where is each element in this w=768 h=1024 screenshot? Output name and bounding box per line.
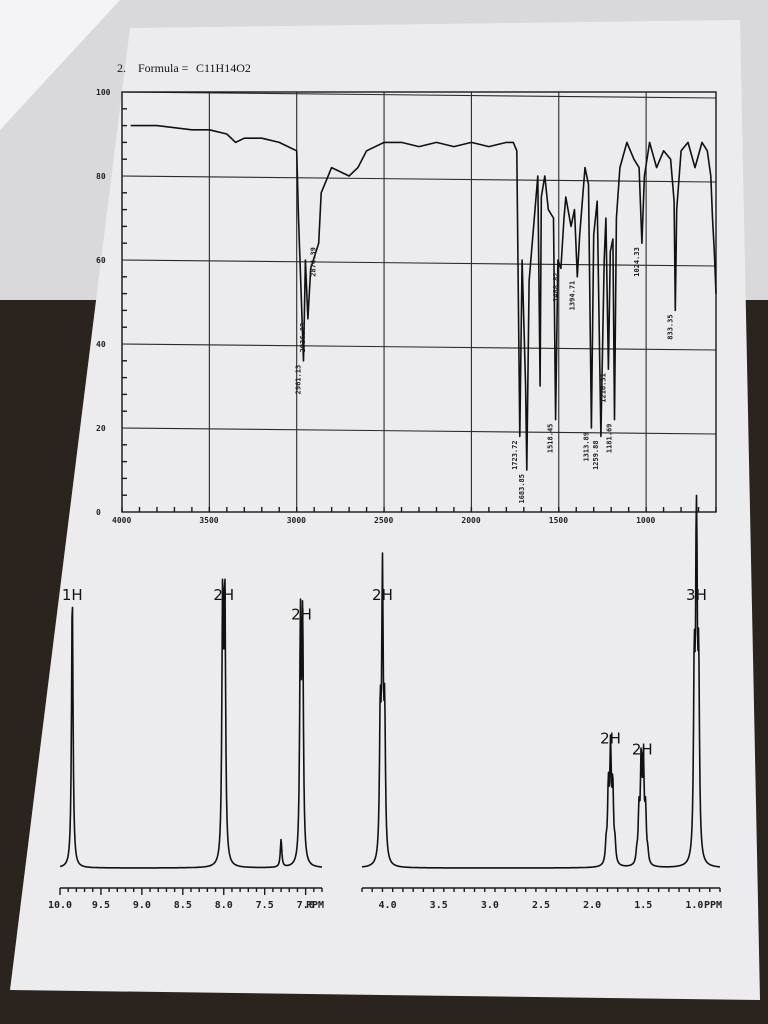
ir-peak-label: 1683.85 <box>518 474 526 504</box>
nmr-integration-labels: 1H 2H 2H 2H 2H 2H 3H <box>62 586 707 759</box>
ir-x-tick-label: 4000 <box>112 516 131 525</box>
nmr-integration-label: 2H <box>213 586 234 604</box>
nmr-tick-label: 10.0 <box>48 900 72 911</box>
ir-peak-label: 1518.45 <box>547 424 555 454</box>
ir-peak-label: 1259.88 <box>592 440 600 470</box>
corner-sheet <box>0 0 120 130</box>
ir-grid-line-h <box>121 259 717 267</box>
ir-peak-labels: 2961.13 2936.03 2874.39 1723.72 1683.85 1518.… <box>295 247 675 503</box>
ir-peak-label: 1394.71 <box>568 281 576 311</box>
ir-series-line <box>130 124 717 471</box>
ir-x-tick-label: 1500 <box>549 516 568 525</box>
nmr-tick-label: 7.5 <box>256 900 274 911</box>
nmr-series-line-right <box>361 494 721 869</box>
ir-y-tick-label: 0 <box>96 508 101 517</box>
nmr-tick-label: 1.5 <box>634 900 652 911</box>
nmr-integration-label: 1H <box>62 586 83 604</box>
ir-peak-label: 1723.72 <box>511 440 519 470</box>
ir-peak-label: 2874.39 <box>310 247 318 277</box>
ir-peak-label: 1313.89 <box>582 432 590 462</box>
formula-value: C11H14O2 <box>196 61 251 75</box>
ir-x-tick-label: 2000 <box>461 516 480 525</box>
nmr-series-line-left <box>59 578 323 869</box>
nmr-unit-label: PPM <box>306 900 324 911</box>
nmr-tick-label: 3.0 <box>481 900 499 911</box>
nmr-tick-label: 7.0 <box>297 900 315 911</box>
ir-peak-label: 2936.03 <box>299 323 307 353</box>
ir-x-tick-labels: 4000 3500 3000 2500 2000 1500 1000 <box>112 516 656 525</box>
ir-y-tick-label: 60 <box>96 256 106 265</box>
ir-plot-frame <box>121 91 717 513</box>
ir-axes <box>121 91 717 513</box>
nmr-tick-label: 1.0 <box>685 900 703 911</box>
nmr-unit-label: PPM <box>704 900 722 911</box>
formula-label: Formula = <box>138 61 189 75</box>
nmr-tick-label: 3.5 <box>430 900 448 911</box>
ir-peak-label: 1024.33 <box>633 247 641 277</box>
nmr-integration-label: 3H <box>686 586 707 604</box>
ir-grid-line-h <box>121 91 717 99</box>
nmr-integration-label: 2H <box>372 586 393 604</box>
ir-y-tick-label: 40 <box>96 340 106 349</box>
ir-peak-label: 1216.31 <box>599 373 607 403</box>
ir-y-tick-label: 80 <box>96 172 106 181</box>
ir-grid-line-h <box>121 175 717 183</box>
ir-peak-label: 833.35 <box>666 314 674 339</box>
nmr-tick-label: 2.0 <box>583 900 601 911</box>
ir-peak-label: 1488.82 <box>552 272 560 302</box>
ir-x-tick-label: 3500 <box>199 516 218 525</box>
nmr-tick-label: 8.0 <box>215 900 233 911</box>
ir-grid-line-h <box>121 343 717 351</box>
ir-x-tick-label: 3000 <box>287 516 306 525</box>
nmr-tick-label: 4.0 <box>379 900 397 911</box>
nmr-integration-label: 2H <box>600 730 621 748</box>
ir-x-tick-label: 1000 <box>636 516 655 525</box>
nmr-tick-label: 9.5 <box>92 900 110 911</box>
ir-peak-label: 2961.13 <box>295 365 303 395</box>
nmr-axes <box>59 887 721 895</box>
nmr-tick-label: 2.5 <box>532 900 550 911</box>
ir-y-tick-label: 100 <box>96 88 111 97</box>
nmr-tick-label: 8.5 <box>174 900 192 911</box>
nmr-integration-label: 2H <box>632 741 653 759</box>
problem-header: 2. Formula = C11H14O2 <box>117 61 251 75</box>
nmr-integration-label: 2H <box>291 605 312 623</box>
ir-x-tick-label: 2500 <box>374 516 393 525</box>
ir-peak-label: 1181.69 <box>605 424 613 454</box>
problem-number: 2. <box>117 61 126 75</box>
ir-y-tick-labels: 0 20 40 60 80 100 <box>96 88 111 517</box>
nmr-tick-label: 9.0 <box>133 900 151 911</box>
ir-grid-line-h <box>121 427 717 435</box>
ir-y-tick-label: 20 <box>96 424 106 433</box>
ir-spectrum-chart: 0 20 40 60 80 100 4000 3500 3000 2500 2000 1500 100… <box>96 88 717 525</box>
